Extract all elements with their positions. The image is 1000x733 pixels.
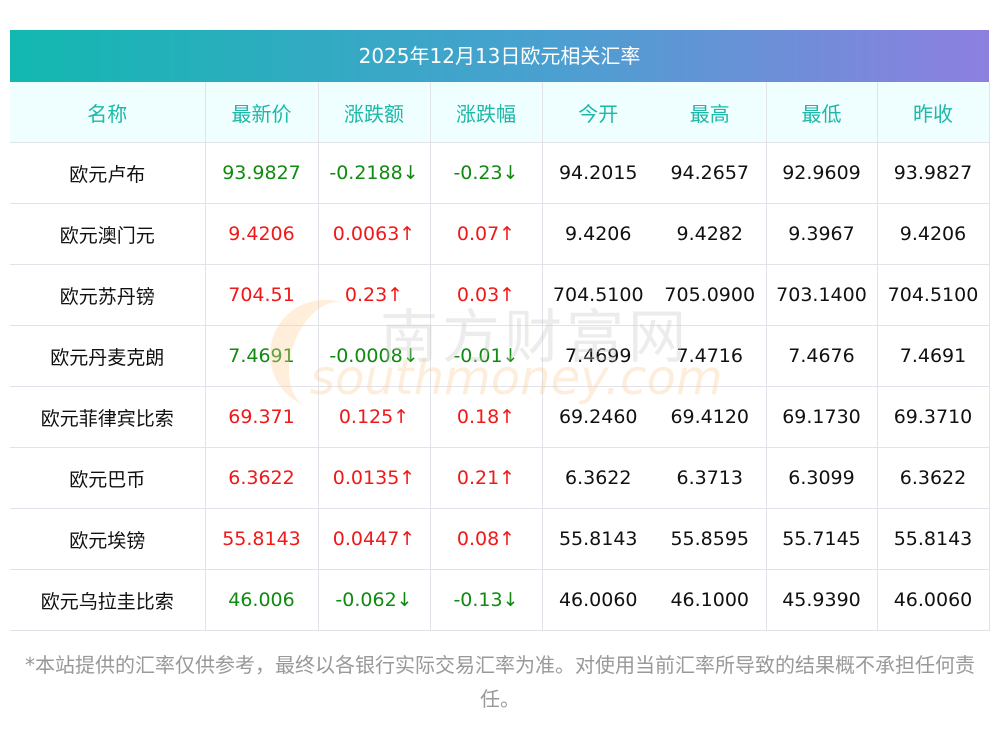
cell-name: 欧元澳门元 bbox=[10, 203, 206, 265]
cell-pct: -0.01↓ bbox=[430, 325, 543, 387]
column-header: 今开 bbox=[542, 82, 654, 143]
cell-open: 7.4699 bbox=[542, 325, 654, 387]
exchange-rate-table: 名称 最新价 涨跌额 涨跌幅 今开 最高 最低 昨收 欧元卢布 93.9827 -0.2188↓ -… bbox=[10, 82, 990, 631]
cell-open: 46.0060 bbox=[542, 569, 654, 631]
cell-change: -0.2188↓ bbox=[318, 142, 431, 204]
cell-pct: 0.03↑ bbox=[430, 264, 543, 326]
table-row: 欧元苏丹镑 704.51 0.23↑ 0.03↑ 704.5100 705.0900 703… bbox=[10, 264, 990, 326]
cell-latest: 93.9827 bbox=[205, 142, 319, 204]
table-header-row: 名称 最新价 涨跌额 涨跌幅 今开 最高 最低 昨收 bbox=[10, 82, 990, 143]
page-title: 2025年12月13日欧元相关汇率 bbox=[10, 30, 989, 82]
table-row: 欧元菲律宾比索 69.371 0.125↑ 0.18↑ 69.2460 69.4120 69… bbox=[10, 386, 990, 448]
cell-latest: 6.3622 bbox=[205, 447, 319, 509]
cell-latest: 7.4691 bbox=[205, 325, 319, 387]
cell-open: 6.3622 bbox=[542, 447, 654, 509]
cell-open: 704.5100 bbox=[542, 264, 654, 326]
cell-low: 9.3967 bbox=[766, 203, 878, 265]
cell-latest: 9.4206 bbox=[205, 203, 319, 265]
cell-change: 0.0447↑ bbox=[318, 508, 431, 570]
cell-name: 欧元卢布 bbox=[10, 142, 206, 204]
cell-change: 0.23↑ bbox=[318, 264, 431, 326]
table-row: 欧元卢布 93.9827 -0.2188↓ -0.23↓ 94.2015 94.2657 9… bbox=[10, 142, 990, 204]
cell-prev: 6.3622 bbox=[877, 447, 990, 509]
cell-high: 705.0900 bbox=[654, 264, 767, 326]
cell-change: 0.0135↑ bbox=[318, 447, 431, 509]
cell-pct: -0.23↓ bbox=[430, 142, 543, 204]
cell-low: 45.9390 bbox=[766, 569, 878, 631]
table-row: 欧元乌拉圭比索 46.006 -0.062↓ -0.13↓ 46.0060 46.1000… bbox=[10, 569, 990, 631]
column-header: 名称 bbox=[10, 82, 206, 143]
cell-name: 欧元巴币 bbox=[10, 447, 206, 509]
cell-pct: 0.08↑ bbox=[430, 508, 543, 570]
cell-latest: 55.8143 bbox=[205, 508, 319, 570]
cell-pct: 0.18↑ bbox=[430, 386, 543, 448]
table-row: 欧元巴币 6.3622 0.0135↑ 0.21↑ 6.3622 6.3713 6.3099… bbox=[10, 447, 990, 509]
cell-low: 92.9609 bbox=[766, 142, 878, 204]
cell-name: 欧元丹麦克朗 bbox=[10, 325, 206, 387]
cell-name: 欧元埃镑 bbox=[10, 508, 206, 570]
cell-open: 94.2015 bbox=[542, 142, 654, 204]
table-row: 欧元澳门元 9.4206 0.0063↑ 0.07↑ 9.4206 9.4282 9.396… bbox=[10, 203, 990, 265]
cell-change: -0.0008↓ bbox=[318, 325, 431, 387]
cell-high: 9.4282 bbox=[654, 203, 767, 265]
column-header: 最新价 bbox=[205, 82, 319, 143]
cell-latest: 704.51 bbox=[205, 264, 319, 326]
cell-prev: 69.3710 bbox=[877, 386, 990, 448]
disclaimer-text: *本站提供的汇率仅供参考，最终以各银行实际交易汇率为准。对使用当前汇率所导致的结… bbox=[25, 653, 975, 711]
column-header: 最低 bbox=[766, 82, 878, 143]
cell-change: 0.0063↑ bbox=[318, 203, 431, 265]
cell-high: 46.1000 bbox=[654, 569, 767, 631]
cell-high: 6.3713 bbox=[654, 447, 767, 509]
disclaimer: *本站提供的汇率仅供参考，最终以各银行实际交易汇率为准。对使用当前汇率所导致的结… bbox=[0, 648, 1000, 716]
cell-low: 6.3099 bbox=[766, 447, 878, 509]
cell-latest: 69.371 bbox=[205, 386, 319, 448]
cell-name: 欧元苏丹镑 bbox=[10, 264, 206, 326]
column-header: 涨跌幅 bbox=[430, 82, 543, 143]
cell-change: -0.062↓ bbox=[318, 569, 431, 631]
cell-high: 94.2657 bbox=[654, 142, 767, 204]
cell-name: 欧元菲律宾比索 bbox=[10, 386, 206, 448]
table-row: 欧元丹麦克朗 7.4691 -0.0008↓ -0.01↓ 7.4699 7.4716 7.… bbox=[10, 325, 990, 387]
cell-high: 55.8595 bbox=[654, 508, 767, 570]
cell-prev: 55.8143 bbox=[877, 508, 990, 570]
cell-prev: 7.4691 bbox=[877, 325, 990, 387]
cell-high: 69.4120 bbox=[654, 386, 767, 448]
cell-name: 欧元乌拉圭比索 bbox=[10, 569, 206, 631]
cell-low: 55.7145 bbox=[766, 508, 878, 570]
column-header: 昨收 bbox=[877, 82, 990, 143]
cell-prev: 9.4206 bbox=[877, 203, 990, 265]
cell-pct: -0.13↓ bbox=[430, 569, 543, 631]
column-header: 最高 bbox=[654, 82, 767, 143]
cell-latest: 46.006 bbox=[205, 569, 319, 631]
cell-prev: 46.0060 bbox=[877, 569, 990, 631]
cell-pct: 0.21↑ bbox=[430, 447, 543, 509]
table-row: 欧元埃镑 55.8143 0.0447↑ 0.08↑ 55.8143 55.8595 55.… bbox=[10, 508, 990, 570]
cell-prev: 93.9827 bbox=[877, 142, 990, 204]
column-header: 涨跌额 bbox=[318, 82, 431, 143]
cell-low: 7.4676 bbox=[766, 325, 878, 387]
cell-low: 703.1400 bbox=[766, 264, 878, 326]
cell-low: 69.1730 bbox=[766, 386, 878, 448]
cell-pct: 0.07↑ bbox=[430, 203, 543, 265]
cell-open: 55.8143 bbox=[542, 508, 654, 570]
cell-prev: 704.5100 bbox=[877, 264, 990, 326]
cell-high: 7.4716 bbox=[654, 325, 767, 387]
cell-change: 0.125↑ bbox=[318, 386, 431, 448]
cell-open: 9.4206 bbox=[542, 203, 654, 265]
cell-open: 69.2460 bbox=[542, 386, 654, 448]
